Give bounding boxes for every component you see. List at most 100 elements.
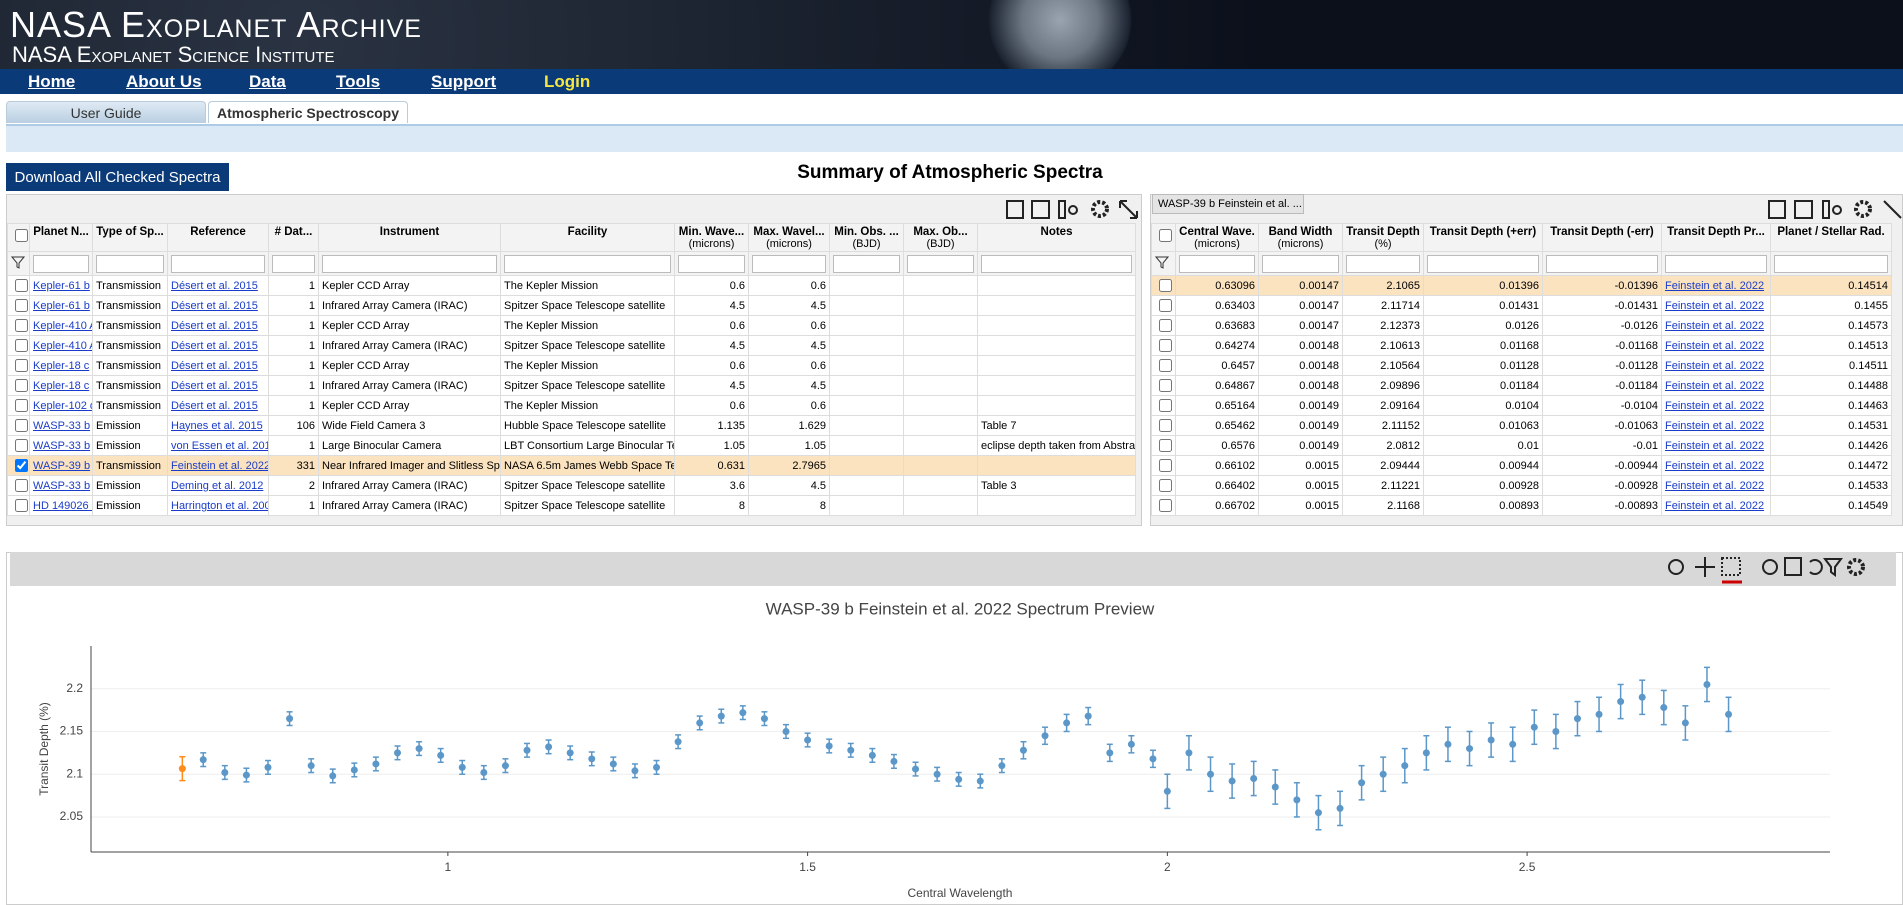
- cell-link[interactable]: Kepler-102 d: [33, 399, 93, 412]
- column-header[interactable]: Max. Wavel... (microns): [748, 223, 830, 252]
- column-header[interactable]: Band Width (microns): [1258, 223, 1343, 252]
- tab[interactable]: User Guide: [6, 101, 206, 123]
- icon-zoom[interactable]: [1668, 559, 1684, 575]
- data-row[interactable]: 0.6457 0.00148 2.10564 0.01128 -0.01128 Feins…: [1151, 355, 1892, 376]
- data-row[interactable]: 0.65164 0.00149 2.09164 0.0104 -0.0104 Feinst…: [1151, 395, 1892, 416]
- cell-link[interactable]: Feinstein et al. 2022: [171, 459, 269, 472]
- column-header[interactable]: Transit Depth (+err): [1423, 223, 1543, 252]
- icon-save[interactable]: [1794, 200, 1813, 219]
- icon-select[interactable]: [1721, 557, 1741, 576]
- column-header[interactable]: Type of Sp...: [92, 223, 168, 252]
- row-checkbox[interactable]: [1159, 319, 1172, 332]
- column-header[interactable]: Transit Depth (%): [1342, 223, 1424, 252]
- select-all[interactable]: [15, 229, 28, 242]
- cell-link[interactable]: Kepler-410 A b: [33, 319, 92, 332]
- column-header[interactable]: Min. Obs. ... (BJD): [829, 223, 904, 252]
- icon-settings[interactable]: [1854, 200, 1872, 218]
- row-checkbox[interactable]: [15, 279, 28, 292]
- icon-save[interactable]: [1784, 557, 1802, 576]
- nav-link[interactable]: Support: [431, 72, 497, 91]
- cell-link[interactable]: HD 149026 b: [33, 499, 93, 512]
- data-row[interactable]: Kepler-61 b Transmission Désert et al. 201…: [7, 275, 1136, 296]
- nav-link[interactable]: Home: [28, 72, 76, 91]
- data-row[interactable]: WASP-39 b Transmission Feinstein et al. 20…: [7, 455, 1136, 476]
- icon-settings[interactable]: [1091, 200, 1109, 218]
- cell-link[interactable]: Feinstein et al. 2022: [1665, 379, 1765, 392]
- nav-link[interactable]: Data: [249, 72, 286, 91]
- row-checkbox[interactable]: [1159, 419, 1172, 432]
- icon-text[interactable]: [1006, 200, 1024, 219]
- data-row[interactable]: WASP-33 b Emission von Essen et al. 2015 1 L…: [7, 435, 1136, 456]
- data-row[interactable]: 0.65462 0.00149 2.11152 0.01063 -0.01063 Fein…: [1151, 415, 1892, 436]
- data-row[interactable]: WASP-33 b Emission Haynes et al. 2015 106 Wi…: [7, 415, 1136, 436]
- column-header[interactable]: Reference: [167, 223, 269, 252]
- cell-link[interactable]: Deming et al. 2012: [171, 479, 264, 492]
- cell-link[interactable]: Feinstein et al. 2022: [1665, 299, 1765, 312]
- row-checkbox[interactable]: [15, 459, 28, 472]
- filter-input[interactable]: [981, 254, 1132, 273]
- row-checkbox[interactable]: [1159, 279, 1172, 292]
- icon-filter[interactable]: [1823, 558, 1843, 577]
- row-checkbox[interactable]: [15, 419, 28, 432]
- data-row[interactable]: Kepler-102 d Transmission Désert et al. 20…: [7, 395, 1136, 416]
- filter-input[interactable]: [1546, 254, 1658, 273]
- data-row[interactable]: 0.66702 0.0015 2.1168 0.00893 -0.00893 Feinst…: [1151, 495, 1892, 516]
- filter-input[interactable]: [504, 254, 671, 273]
- row-checkbox[interactable]: [1159, 499, 1172, 512]
- tab-active[interactable]: Atmospheric Spectroscopy: [208, 101, 408, 123]
- filter-input[interactable]: [1262, 254, 1339, 273]
- row-checkbox[interactable]: [1159, 299, 1172, 312]
- cell-link[interactable]: Kepler-410 A b: [33, 339, 92, 352]
- row-checkbox[interactable]: [1159, 339, 1172, 352]
- cell-link[interactable]: WASP-33 b: [33, 419, 91, 432]
- column-header[interactable]: Transit Depth Pr...: [1661, 223, 1771, 252]
- data-row[interactable]: 0.63096 0.00147 2.1065 0.01396 -0.01396 Feins…: [1151, 275, 1892, 296]
- cell-link[interactable]: Désert et al. 2015: [171, 299, 258, 312]
- column-header[interactable]: Planet N...: [29, 223, 93, 252]
- row-checkbox[interactable]: [15, 399, 28, 412]
- filter-input[interactable]: [752, 254, 826, 273]
- panel-tab[interactable]: WASP-39 b Feinstein et al. ...: [1152, 194, 1304, 214]
- icon-columns[interactable]: [1822, 200, 1830, 219]
- cell-link[interactable]: Feinstein et al. 2022: [1665, 399, 1765, 412]
- filter-icon[interactable]: [10, 255, 26, 269]
- cell-link[interactable]: Feinstein et al. 2022: [1665, 279, 1765, 292]
- cell-link[interactable]: WASP-33 b: [33, 479, 91, 492]
- filter-input[interactable]: [272, 254, 315, 273]
- cell-link[interactable]: Feinstein et al. 2022: [1665, 339, 1765, 352]
- data-row[interactable]: WASP-33 b Emission Deming et al. 2012 2 Infr…: [7, 475, 1136, 496]
- row-checkbox[interactable]: [15, 299, 28, 312]
- data-row[interactable]: Kepler-61 b Transmission Désert et al. 201…: [7, 295, 1136, 316]
- cell-link[interactable]: Haynes et al. 2015: [171, 419, 263, 432]
- filter-input[interactable]: [1665, 254, 1767, 273]
- row-checkbox[interactable]: [1159, 439, 1172, 452]
- row-checkbox[interactable]: [1159, 399, 1172, 412]
- row-checkbox[interactable]: [15, 379, 28, 392]
- cell-link[interactable]: Désert et al. 2015: [171, 279, 258, 292]
- icon-columns-dot[interactable]: [1832, 205, 1842, 215]
- icon-reset[interactable]: [1762, 559, 1778, 575]
- cell-link[interactable]: Désert et al. 2015: [171, 359, 258, 372]
- column-header[interactable]: Min. Wave... (microns): [674, 223, 749, 252]
- filter-input[interactable]: [96, 254, 164, 273]
- cell-link[interactable]: Feinstein et al. 2022: [1665, 419, 1765, 432]
- column-header[interactable]: Instrument: [318, 223, 501, 252]
- icon-settings[interactable]: [1847, 558, 1865, 576]
- cell-link[interactable]: Feinstein et al. 2022: [1665, 459, 1765, 472]
- row-checkbox[interactable]: [15, 359, 28, 372]
- cell-link[interactable]: Feinstein et al. 2022: [1665, 439, 1765, 452]
- cell-link[interactable]: Feinstein et al. 2022: [1665, 479, 1765, 492]
- data-row[interactable]: 0.66102 0.0015 2.09444 0.00944 -0.00944 Feins…: [1151, 455, 1892, 476]
- nav-link[interactable]: About Us: [126, 72, 202, 91]
- row-checkbox[interactable]: [1159, 479, 1172, 492]
- cell-link[interactable]: Harrington et al. 2007: [171, 499, 269, 512]
- filter-input[interactable]: [833, 254, 900, 273]
- column-header[interactable]: Central Wave. (microns): [1175, 223, 1259, 252]
- icon-expand[interactable]: [1883, 200, 1902, 219]
- icon-columns-dot[interactable]: [1068, 205, 1078, 215]
- icon-text[interactable]: [1768, 200, 1786, 219]
- cell-link[interactable]: Feinstein et al. 2022: [1665, 499, 1765, 512]
- filter-input[interactable]: [33, 254, 89, 273]
